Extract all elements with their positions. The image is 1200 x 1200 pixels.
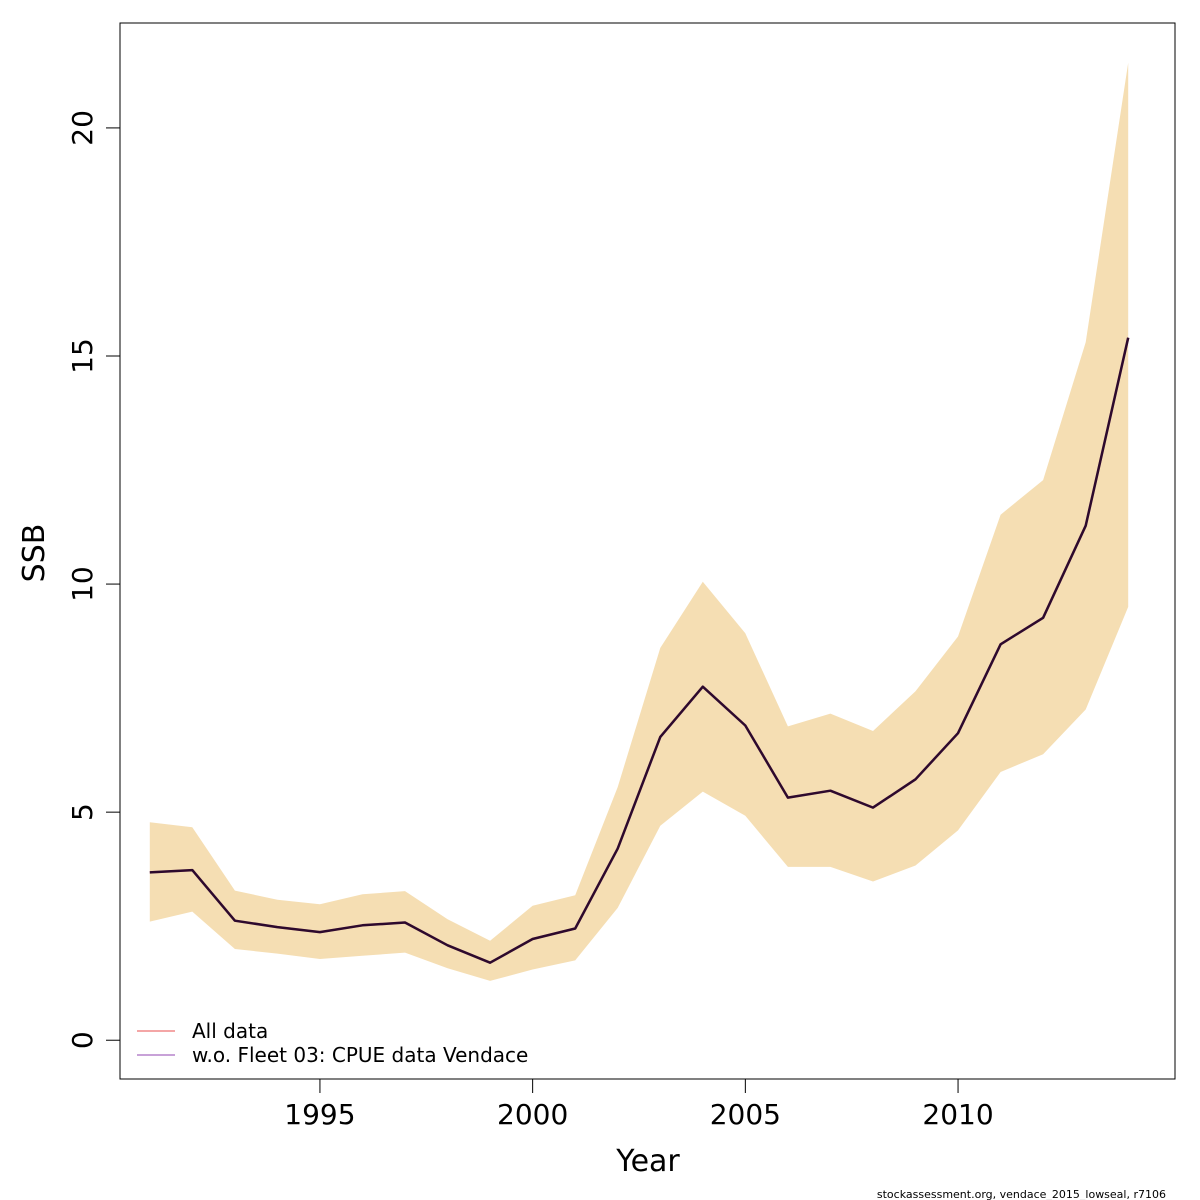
y-tick-label: 0 (66, 1031, 99, 1049)
x-tick-label: 2005 (710, 1098, 781, 1131)
y-axis: 0 5 10 15 20 (66, 110, 121, 1049)
y-tick-label: 15 (66, 338, 99, 374)
y-tick-label: 5 (66, 803, 99, 821)
y-axis-title: SSB (17, 524, 52, 583)
confidence-band (149, 62, 1129, 981)
confidence-band-layer (149, 62, 1129, 981)
x-axis-title: Year (615, 1144, 680, 1179)
series-line-layer (149, 337, 1130, 964)
legend-label-2: w.o. Fleet 03: CPUE data Vendace (192, 1043, 528, 1067)
caption: stockassessment.org, vendace_2015_lowsea… (877, 1188, 1166, 1200)
legend-label-1: All data (192, 1019, 268, 1043)
x-tick-label: 2000 (497, 1098, 568, 1131)
x-axis: 1995 2000 2005 2010 (284, 1078, 994, 1131)
y-tick-label: 20 (66, 110, 99, 146)
y-tick-label: 10 (66, 566, 99, 602)
series-line-2 (149, 337, 1130, 964)
x-tick-label: 1995 (284, 1098, 355, 1131)
x-tick-label: 2010 (922, 1098, 993, 1131)
